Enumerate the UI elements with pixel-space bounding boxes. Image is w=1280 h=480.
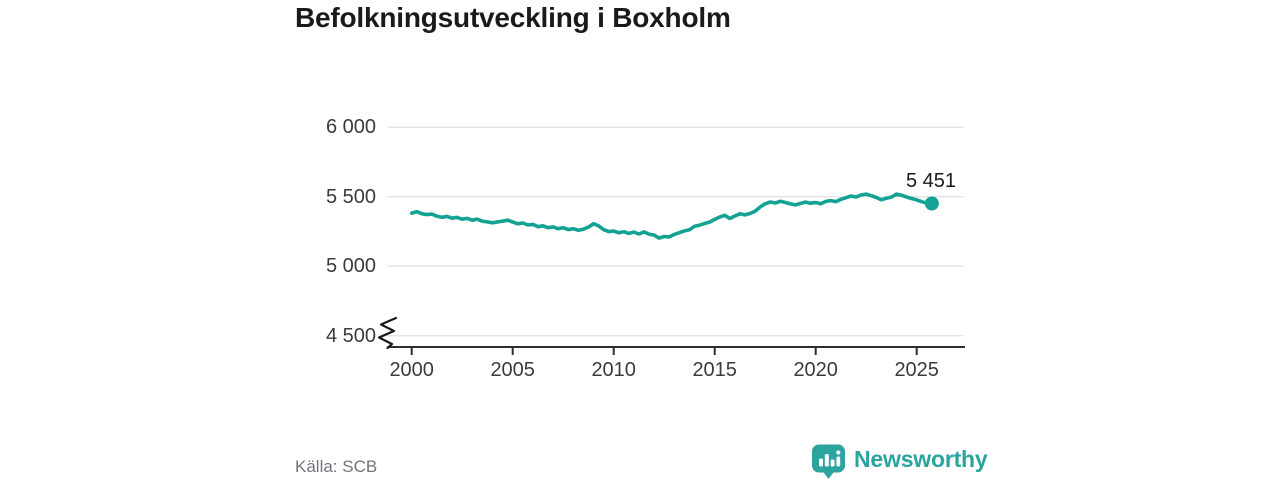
- y-axis-tick-label: 4 500: [325, 324, 376, 347]
- last-value-marker: [924, 196, 939, 211]
- x-axis-tick-label: 2015: [692, 359, 737, 381]
- newsworthy-brand: Newsworthy: [811, 443, 988, 480]
- x-axis-tick-label: 2020: [793, 359, 838, 381]
- x-axis-tick-label: 2000: [389, 359, 434, 381]
- newsworthy-logo-icon: [812, 444, 845, 479]
- chart-title: Befolkningsutveckling i Boxholm: [295, 2, 731, 33]
- source-caption: Källa: SCB: [295, 457, 378, 476]
- population-line-series: [409, 192, 934, 240]
- newsworthy-wordmark: Newsworthy: [854, 446, 988, 472]
- last-value-data-label: 5 451: [905, 170, 957, 192]
- y-axis-tick-label: 5 000: [325, 255, 376, 278]
- y-axis-break-icon: [377, 316, 398, 350]
- x-axis-tick-label: 2010: [591, 359, 636, 381]
- y-axis-tick-label: 5 500: [325, 185, 376, 208]
- x-axis-tick-label: 2005: [490, 359, 535, 381]
- x-axis-tick-label: 2025: [894, 359, 939, 381]
- y-axis-tick-label: 6 000: [325, 116, 376, 139]
